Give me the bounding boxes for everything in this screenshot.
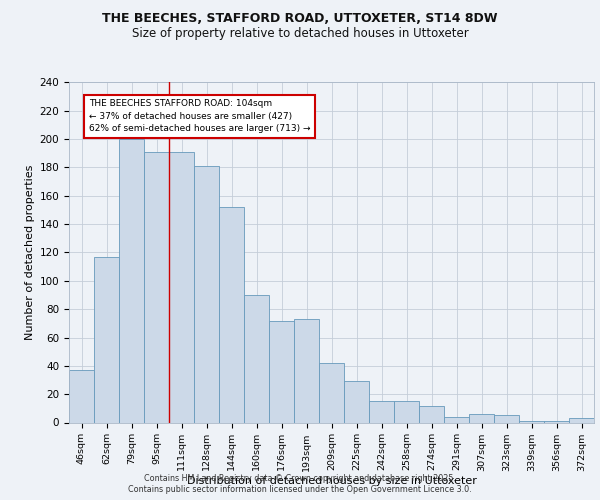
Bar: [519, 421, 544, 422]
Bar: [69, 370, 94, 422]
Bar: [344, 382, 369, 422]
Bar: [469, 414, 494, 422]
Text: Contains public sector information licensed under the Open Government Licence 3.: Contains public sector information licen…: [128, 485, 472, 494]
Text: THE BEECHES, STAFFORD ROAD, UTTOXETER, ST14 8DW: THE BEECHES, STAFFORD ROAD, UTTOXETER, S…: [102, 12, 498, 26]
Bar: [544, 421, 569, 422]
Y-axis label: Number of detached properties: Number of detached properties: [25, 165, 35, 340]
Bar: [144, 152, 169, 422]
Bar: [244, 295, 269, 422]
Bar: [194, 166, 219, 422]
Bar: [169, 152, 194, 422]
Bar: [319, 363, 344, 422]
Text: Size of property relative to detached houses in Uttoxeter: Size of property relative to detached ho…: [131, 28, 469, 40]
Bar: [219, 207, 244, 422]
Bar: [419, 406, 444, 422]
Text: Contains HM Land Registry data © Crown copyright and database right 2025.: Contains HM Land Registry data © Crown c…: [144, 474, 456, 483]
X-axis label: Distribution of detached houses by size in Uttoxeter: Distribution of detached houses by size …: [187, 476, 476, 486]
Text: THE BEECHES STAFFORD ROAD: 104sqm
← 37% of detached houses are smaller (427)
62%: THE BEECHES STAFFORD ROAD: 104sqm ← 37% …: [89, 100, 311, 134]
Bar: [269, 320, 294, 422]
Bar: [119, 139, 144, 422]
Bar: [394, 401, 419, 422]
Bar: [294, 319, 319, 422]
Bar: [94, 257, 119, 422]
Bar: [369, 401, 394, 422]
Bar: [569, 418, 594, 422]
Bar: [494, 416, 519, 422]
Bar: [444, 417, 469, 422]
